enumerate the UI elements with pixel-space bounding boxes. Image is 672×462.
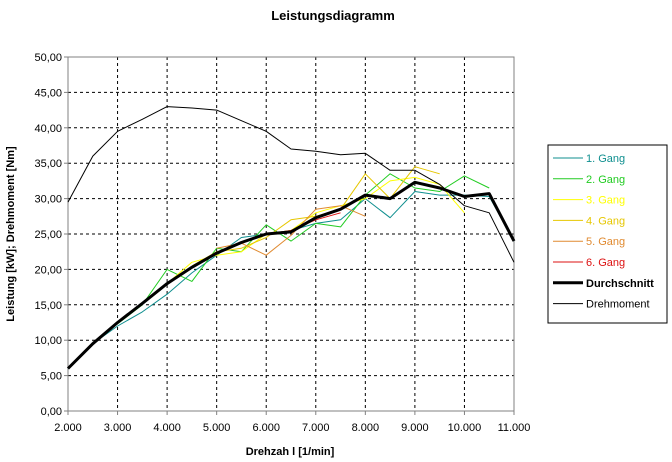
x-tick-label: 5.000 xyxy=(203,422,231,434)
grid xyxy=(68,57,514,411)
series-line-2-gang xyxy=(117,173,490,325)
x-tick-label: 9.000 xyxy=(401,422,429,434)
y-tick-label: 25,00 xyxy=(34,229,62,241)
x-tick-label: 7.000 xyxy=(302,422,330,434)
legend-label: 6. Gang xyxy=(586,257,625,269)
legend-label: 4. Gang xyxy=(586,215,625,227)
x-tick-label: 6.000 xyxy=(252,422,280,434)
legend-label: 1. Gang xyxy=(586,153,625,165)
y-tick-label: 30,00 xyxy=(34,194,62,206)
legend-box xyxy=(547,144,668,324)
legend-label: Durchschnitt xyxy=(586,278,654,290)
y-tick-label: 0,00 xyxy=(41,406,62,418)
legend: 1. Gang 2. Gang 3. Gang 4. Gang 5. Gang 6. Ga… xyxy=(547,144,668,324)
series-line-drehmoment xyxy=(67,106,515,263)
y-tick-label: 35,00 xyxy=(34,158,62,170)
axes: 0,00 5,00 10,00 15,00 20,00 25,00 30,00 35,00 40… xyxy=(34,52,530,434)
y-tick-label: 45,00 xyxy=(34,87,62,99)
legend-label: 2. Gang xyxy=(586,174,625,186)
y-tick-label: 15,00 xyxy=(34,300,62,312)
x-tick-label: 8.000 xyxy=(352,422,380,434)
y-axis-label: Leistung [kW]; Drehmoment [Nm] xyxy=(5,146,17,322)
y-tick-label: 20,00 xyxy=(34,264,62,276)
y-tick-label: 5,00 xyxy=(41,371,62,383)
x-tick-label: 2.000 xyxy=(54,422,82,434)
x-axis-label: Drehzah l [1/min] xyxy=(246,446,335,458)
series-line-durchschnitt xyxy=(66,180,516,370)
legend-label: 5. Gang xyxy=(586,236,625,248)
series-layer xyxy=(66,106,516,370)
series-line-1-gang xyxy=(67,191,515,369)
x-tick-label: 10.000 xyxy=(448,422,482,434)
x-tick-label: 11.000 xyxy=(498,422,531,434)
legend-label: 3. Gang xyxy=(586,195,625,207)
legend-label: Drehmoment xyxy=(586,299,650,311)
series-line-3-gang xyxy=(166,176,465,284)
x-tick-label: 4.000 xyxy=(153,422,181,434)
y-tick-label: 40,00 xyxy=(34,123,62,135)
y-tick-label: 50,00 xyxy=(34,52,62,64)
y-tick-label: 10,00 xyxy=(34,335,62,347)
chart-title: Leistungsdiagramm xyxy=(271,8,395,23)
x-tick-label: 3.000 xyxy=(104,422,132,434)
